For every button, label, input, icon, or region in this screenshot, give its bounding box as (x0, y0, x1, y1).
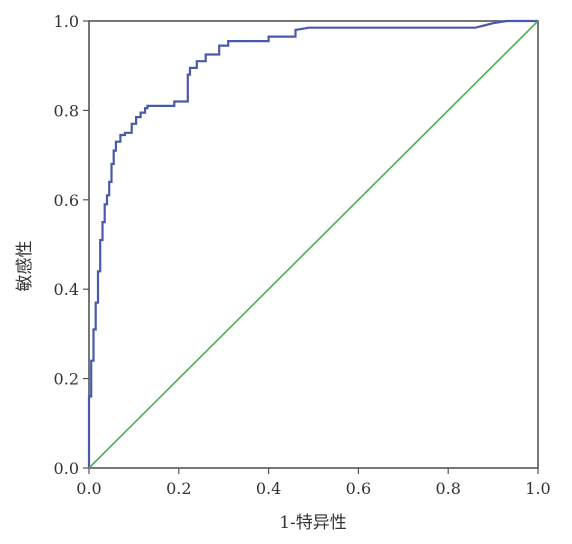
plot-frame (88, 20, 539, 469)
x-tick-label: 0.6 (346, 479, 371, 498)
x-tick-label: 0.2 (166, 479, 191, 498)
roc-curve-line (87, 19, 538, 468)
x-tick-label: 0.4 (256, 479, 281, 498)
x-axis-title: 1-特异性 (279, 513, 347, 533)
y-tick-label: 0.2 (54, 370, 79, 389)
x-tick-label: 0.0 (76, 479, 101, 498)
y-tick-label: 0.0 (54, 459, 79, 478)
reference-diagonal-line (88, 20, 539, 469)
y-tick-label: 0.8 (54, 101, 79, 120)
y-tick-label: 0.6 (54, 191, 79, 210)
y-tick-label: 0.4 (54, 280, 79, 299)
y-axis-title: 敏感性 (15, 241, 35, 292)
y-tick-label: 1.0 (54, 12, 79, 31)
x-tick-label: 1.0 (525, 479, 550, 498)
x-tick-label: 0.8 (435, 479, 460, 498)
